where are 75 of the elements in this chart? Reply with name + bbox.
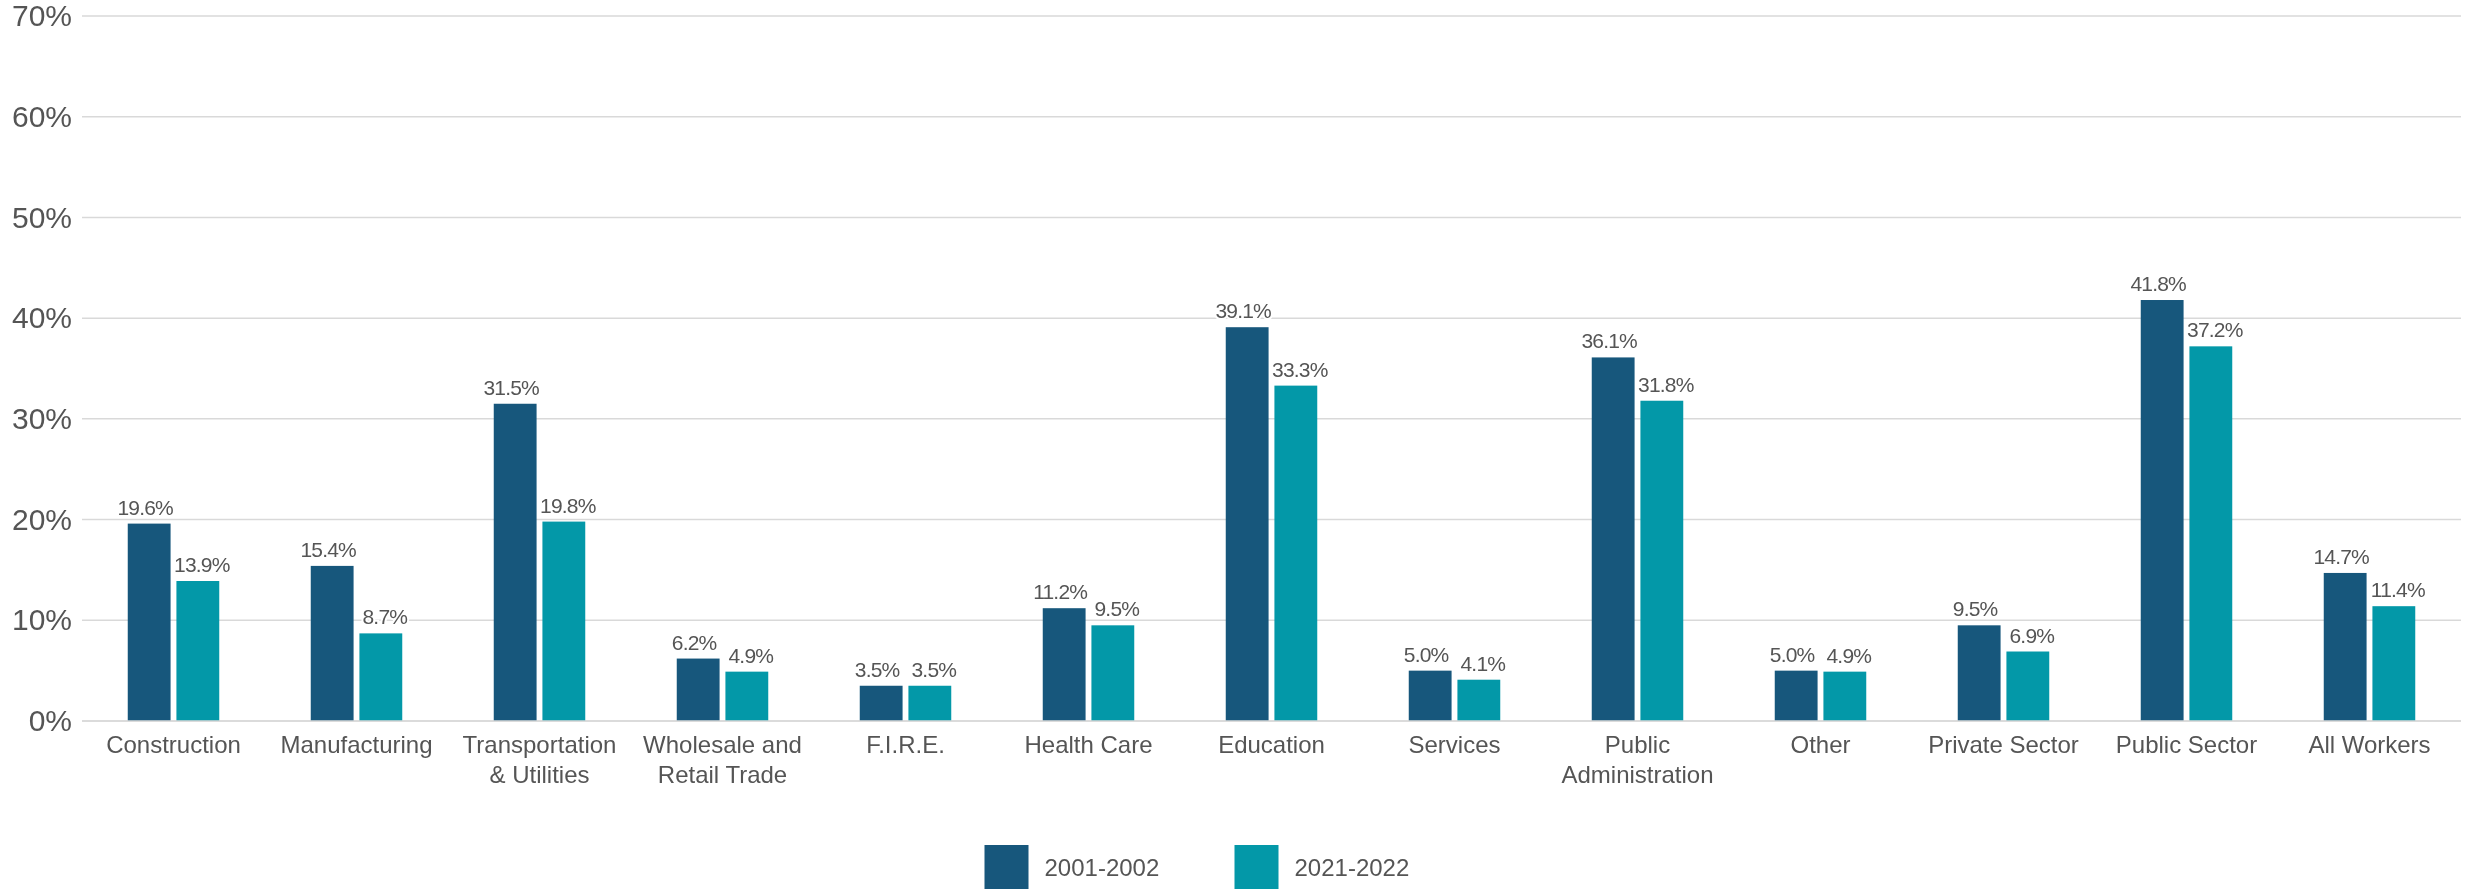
data-label: 8.7%	[362, 605, 408, 629]
y-tick-label: 70%	[11, 0, 72, 33]
bar	[2140, 300, 2184, 721]
y-tick-label: 20%	[11, 502, 72, 536]
data-label: 41.8%	[2130, 272, 2187, 296]
bar	[2323, 572, 2367, 721]
bar	[359, 633, 403, 721]
y-tick-label: 0%	[28, 704, 72, 738]
y-tick-label: 10%	[11, 603, 72, 637]
x-tick-label: Other	[1790, 731, 1851, 758]
data-label: 4.9%	[728, 643, 774, 667]
bar	[1091, 625, 1135, 721]
data-label: 14.7%	[2313, 544, 2370, 568]
bar	[2189, 346, 2233, 721]
bar	[310, 565, 354, 721]
bar	[1774, 670, 1818, 721]
legend-label: 2021-2022	[1294, 854, 1410, 881]
x-tick-label: Public Administration	[1561, 731, 1714, 788]
bar	[176, 581, 220, 721]
y-tick-label: 50%	[11, 200, 72, 234]
data-label: 5.0%	[1403, 642, 1449, 666]
data-label: 11.4%	[2370, 578, 2425, 602]
bar	[1274, 385, 1318, 721]
data-label: 19.8%	[540, 493, 596, 517]
x-tick-label: All Workers	[2308, 731, 2431, 758]
bar	[1823, 671, 1867, 721]
x-tick-label: Private Sector	[1928, 731, 2079, 758]
x-tick-label: Transportation & Utilities	[462, 731, 617, 788]
x-tick-label: F.I.R.E.	[866, 731, 945, 758]
data-label: 19.6%	[117, 495, 174, 519]
data-label: 6.9%	[2009, 623, 2055, 647]
data-label: 33.3%	[1272, 357, 1328, 381]
x-tick-label: Wholesale and Retail Trade	[643, 731, 802, 788]
y-tick-label: 40%	[11, 301, 72, 335]
bar	[908, 685, 952, 721]
x-tick-label: Manufacturing	[280, 731, 433, 758]
data-label: 6.2%	[671, 630, 717, 654]
data-label: 9.5%	[1952, 597, 1998, 621]
bar	[1408, 670, 1452, 721]
x-tick-label: Construction	[106, 731, 241, 758]
x-tick-label: Health Care	[1024, 731, 1153, 758]
x-tick-label: Services	[1408, 731, 1501, 758]
y-tick-label: 60%	[11, 99, 72, 133]
data-label: 37.2%	[2187, 318, 2243, 342]
data-label: 4.1%	[1460, 651, 1506, 675]
data-label: 3.5%	[911, 657, 957, 681]
bar	[1640, 400, 1684, 721]
bar	[542, 521, 586, 721]
data-label: 11.2%	[1033, 580, 1088, 604]
x-tick-label: Education	[1218, 731, 1325, 758]
legend-label: 2001-2002	[1044, 854, 1160, 881]
bar	[2006, 651, 2050, 721]
data-label: 13.9%	[174, 553, 230, 577]
data-label: 3.5%	[854, 657, 900, 681]
bar	[1042, 608, 1086, 721]
bar	[676, 658, 720, 721]
bar	[859, 685, 903, 721]
bar	[1457, 679, 1501, 721]
data-label: 15.4%	[300, 537, 357, 561]
data-label: 31.8%	[1638, 372, 1694, 396]
bar	[127, 523, 171, 721]
bar	[1591, 357, 1635, 721]
data-label: 9.5%	[1094, 597, 1140, 621]
bar	[2372, 606, 2416, 721]
bar	[1225, 327, 1269, 721]
y-tick-label: 30%	[11, 401, 72, 435]
bar	[725, 671, 769, 721]
data-label: 39.1%	[1215, 299, 1272, 323]
bar	[493, 403, 537, 721]
data-label: 5.0%	[1769, 642, 1815, 666]
data-label: 31.5%	[483, 375, 540, 399]
data-label: 36.1%	[1581, 329, 1638, 353]
bar	[1957, 625, 2001, 721]
data-label: 4.9%	[1826, 643, 1872, 667]
x-tick-label: Public Sector	[2115, 731, 2258, 758]
